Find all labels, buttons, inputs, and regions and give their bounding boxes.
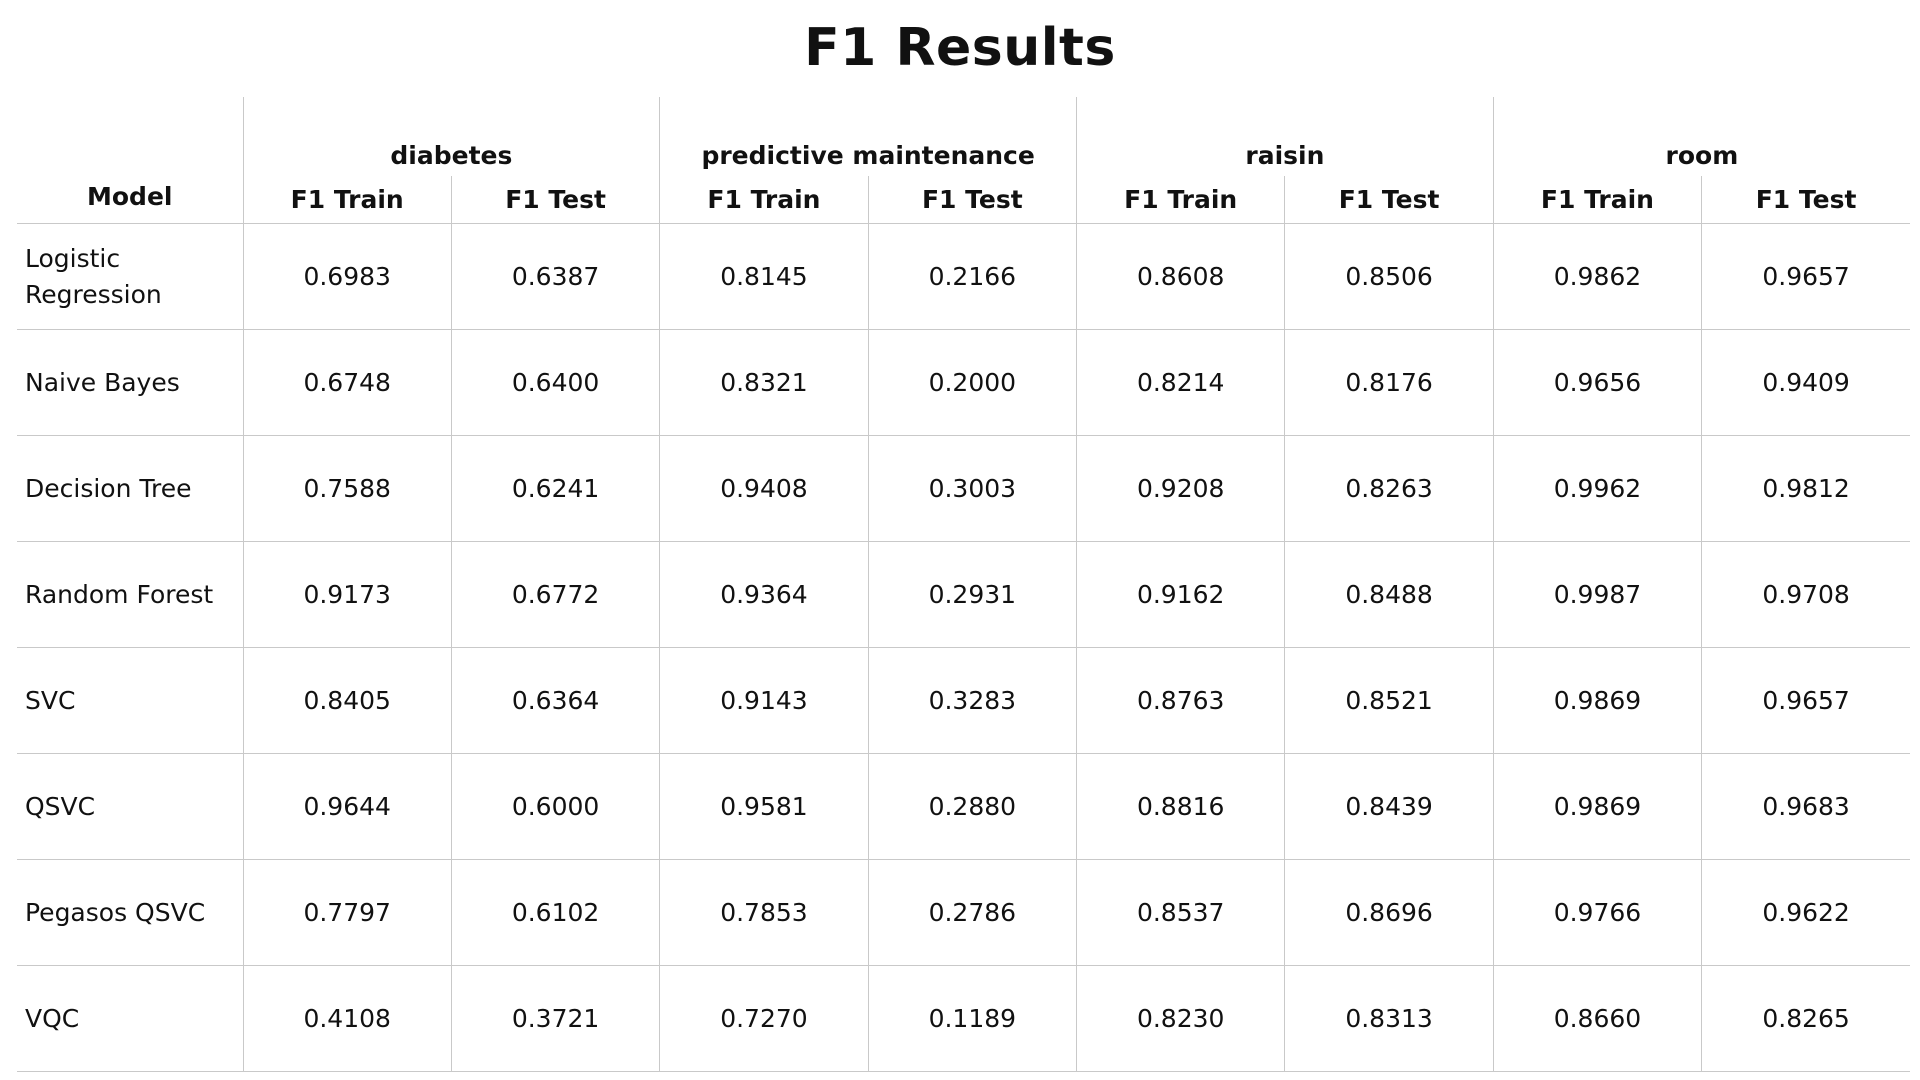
metric-header: F1 Test xyxy=(867,176,1077,224)
table-row: VQC 0.4108 0.3721 0.7270 0.1189 0.8230 0.8313 0… xyxy=(17,965,1911,1072)
f1-value-cell: 0.6364 xyxy=(450,647,660,754)
metric-header: F1 Train xyxy=(242,176,452,224)
table-row: Random Forest 0.9173 0.6772 0.9364 0.2931 0.9… xyxy=(17,541,1911,648)
f1-value-cell: 0.6772 xyxy=(450,541,660,648)
table-body: Logistic Regression 0.6983 0.6387 0.8145 0.2… xyxy=(17,223,1911,1072)
f1-value-cell: 0.7797 xyxy=(242,859,452,966)
f1-value-cell: 0.9622 xyxy=(1701,859,1911,966)
chart-title: F1 Results xyxy=(804,18,1116,78)
table-row: QSVC 0.9644 0.6000 0.9581 0.2880 0.8816 0.8439… xyxy=(17,753,1911,860)
f1-value-cell: 0.3721 xyxy=(450,965,660,1072)
f1-value-cell: 0.9162 xyxy=(1076,541,1285,648)
f1-value-cell: 0.8313 xyxy=(1284,965,1494,1072)
f1-value-cell: 0.8176 xyxy=(1284,329,1494,436)
model-column-header: Model xyxy=(17,97,243,224)
f1-value-cell: 0.9657 xyxy=(1701,647,1911,754)
f1-value-cell: 0.2786 xyxy=(867,859,1077,966)
model-name-cell: Logistic Regression xyxy=(17,223,243,330)
metric-header: F1 Test xyxy=(450,176,660,224)
f1-value-cell: 0.8608 xyxy=(1076,223,1285,330)
model-name-cell: SVC xyxy=(17,647,243,754)
model-name-cell: Decision Tree xyxy=(17,435,243,542)
f1-value-cell: 0.9656 xyxy=(1492,329,1702,436)
f1-value-cell: 0.9208 xyxy=(1076,435,1285,542)
metric-header: F1 Train xyxy=(1076,176,1285,224)
f1-value-cell: 0.9869 xyxy=(1492,647,1702,754)
f1-value-cell: 0.9708 xyxy=(1701,541,1911,648)
f1-value-cell: 0.9766 xyxy=(1492,859,1702,966)
f1-value-cell: 0.9812 xyxy=(1701,435,1911,542)
f1-value-cell: 0.4108 xyxy=(242,965,452,1072)
f1-value-cell: 0.8816 xyxy=(1076,753,1285,860)
f1-value-cell: 0.9962 xyxy=(1492,435,1702,542)
table-row: SVC 0.8405 0.6364 0.9143 0.3283 0.8763 0.8521 0… xyxy=(17,647,1911,754)
dataset-header: room xyxy=(1492,97,1911,176)
f1-value-cell: 0.9581 xyxy=(659,753,869,860)
f1-value-cell: 0.6400 xyxy=(450,329,660,436)
f1-value-cell: 0.8537 xyxy=(1076,859,1285,966)
f1-value-cell: 0.9408 xyxy=(659,435,869,542)
f1-value-cell: 0.8230 xyxy=(1076,965,1285,1072)
metric-header: F1 Test xyxy=(1284,176,1494,224)
f1-value-cell: 0.8145 xyxy=(659,223,869,330)
f1-value-cell: 0.2166 xyxy=(867,223,1077,330)
table-row: Naive Bayes 0.6748 0.6400 0.8321 0.2000 0.821… xyxy=(17,329,1911,436)
f1-value-cell: 0.9683 xyxy=(1701,753,1911,860)
f1-value-cell: 0.6241 xyxy=(450,435,660,542)
model-name-cell: Pegasos QSVC xyxy=(17,859,243,966)
f1-value-cell: 0.1189 xyxy=(867,965,1077,1072)
f1-value-cell: 0.6000 xyxy=(450,753,660,860)
f1-value-cell: 0.7270 xyxy=(659,965,869,1072)
model-name-cell: VQC xyxy=(17,965,243,1072)
f1-value-cell: 0.9143 xyxy=(659,647,869,754)
f1-value-cell: 0.9409 xyxy=(1701,329,1911,436)
f1-value-cell: 0.8488 xyxy=(1284,541,1494,648)
f1-value-cell: 0.9364 xyxy=(659,541,869,648)
dataset-header: raisin xyxy=(1076,97,1494,176)
f1-value-cell: 0.9657 xyxy=(1701,223,1911,330)
f1-value-cell: 0.9862 xyxy=(1492,223,1702,330)
f1-value-cell: 0.8439 xyxy=(1284,753,1494,860)
model-name-cell: Random Forest xyxy=(17,541,243,648)
f1-value-cell: 0.2931 xyxy=(867,541,1077,648)
f1-value-cell: 0.3283 xyxy=(867,647,1077,754)
model-name-cell: Naive Bayes xyxy=(17,329,243,436)
f1-value-cell: 0.8263 xyxy=(1284,435,1494,542)
dataset-header: diabetes xyxy=(242,97,660,176)
f1-value-cell: 0.9987 xyxy=(1492,541,1702,648)
metric-header: F1 Test xyxy=(1701,176,1911,224)
f1-value-cell: 0.9173 xyxy=(242,541,452,648)
f1-value-cell: 0.8214 xyxy=(1076,329,1285,436)
f1-value-cell: 0.6748 xyxy=(242,329,452,436)
f1-value-cell: 0.3003 xyxy=(867,435,1077,542)
f1-value-cell: 0.8696 xyxy=(1284,859,1494,966)
table-row: Decision Tree 0.7588 0.6241 0.9408 0.3003 0.9… xyxy=(17,435,1911,542)
f1-value-cell: 0.8265 xyxy=(1701,965,1911,1072)
f1-value-cell: 0.8405 xyxy=(242,647,452,754)
f1-value-cell: 0.6102 xyxy=(450,859,660,966)
model-name-cell: QSVC xyxy=(17,753,243,860)
metric-header: F1 Train xyxy=(659,176,869,224)
f1-value-cell: 0.6983 xyxy=(242,223,452,330)
f1-value-cell: 0.6387 xyxy=(450,223,660,330)
f1-value-cell: 0.2880 xyxy=(867,753,1077,860)
f1-value-cell: 0.8763 xyxy=(1076,647,1285,754)
table-row: Pegasos QSVC 0.7797 0.6102 0.7853 0.2786 0.85… xyxy=(17,859,1911,966)
f1-value-cell: 0.8660 xyxy=(1492,965,1702,1072)
f1-value-cell: 0.8321 xyxy=(659,329,869,436)
metric-header: F1 Train xyxy=(1492,176,1702,224)
f1-value-cell: 0.7853 xyxy=(659,859,869,966)
f1-value-cell: 0.7588 xyxy=(242,435,452,542)
f1-value-cell: 0.8521 xyxy=(1284,647,1494,754)
table-row: Logistic Regression 0.6983 0.6387 0.8145 0.2… xyxy=(17,223,1911,330)
dataset-header: predictive maintenance xyxy=(659,97,1077,176)
f1-value-cell: 0.9869 xyxy=(1492,753,1702,860)
f1-value-cell: 0.8506 xyxy=(1284,223,1494,330)
f1-value-cell: 0.9644 xyxy=(242,753,452,860)
f1-value-cell: 0.2000 xyxy=(867,329,1077,436)
f1-results-table: Model diabetes predictive maintenance ra… xyxy=(17,97,1911,1072)
